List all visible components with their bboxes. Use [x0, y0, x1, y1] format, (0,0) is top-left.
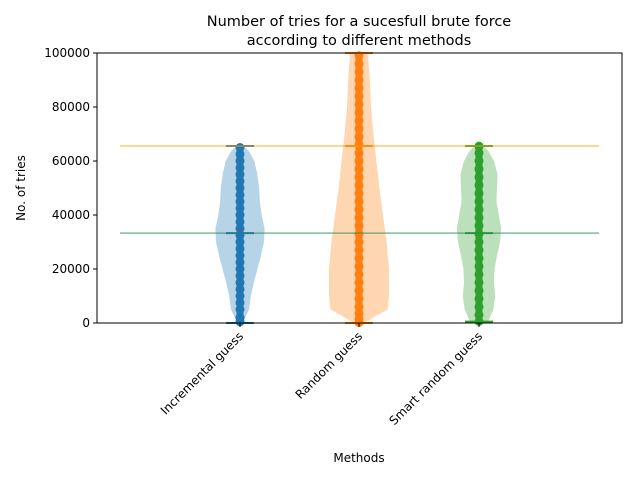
y-tick-label: 40000 — [52, 208, 90, 222]
y-tick-label: 100000 — [44, 46, 90, 60]
violins-layer — [215, 51, 502, 327]
y-tick-label: 80000 — [52, 100, 90, 114]
x-axis: Incremental guess Random guess Smart rando… — [158, 323, 485, 428]
x-axis-label: Methods — [333, 451, 384, 465]
x-tick-label: Incremental guess — [158, 329, 246, 417]
reference-lines-layer — [120, 145, 599, 234]
y-axis-label: No. of tries — [14, 155, 28, 221]
x-tick-label: Smart random guess — [386, 329, 485, 428]
violin-1 — [215, 143, 265, 327]
chart-title-line-1: Number of tries for a sucesfull brute fo… — [207, 14, 512, 30]
violin-3 — [456, 141, 502, 326]
y-axis: 0 20000 40000 60000 80000 100000 — [44, 46, 97, 330]
chart-title-line-2: according to different methods — [247, 33, 472, 49]
violin-2 — [329, 51, 389, 327]
y-tick-label: 0 — [82, 316, 90, 330]
y-tick-label: 60000 — [52, 154, 90, 168]
y-tick-label: 20000 — [52, 262, 90, 276]
x-tick-label: Random guess — [293, 329, 366, 402]
chart-title: Number of tries for a sucesfull brute fo… — [207, 14, 512, 49]
